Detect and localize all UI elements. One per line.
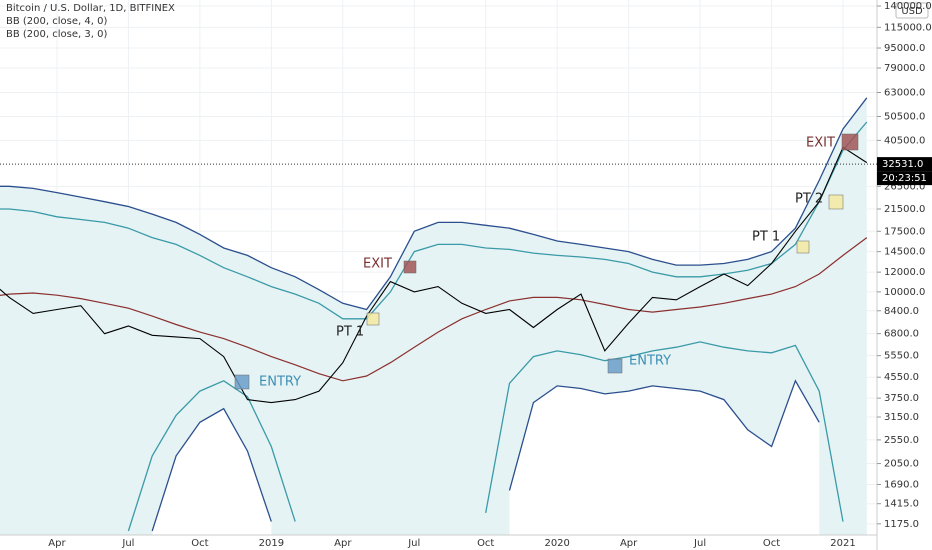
band-line bbox=[151, 379, 820, 532]
annotation: PT 1 bbox=[752, 230, 780, 245]
y-tick-label: 50500.0 bbox=[884, 111, 925, 122]
band-line bbox=[0, 97, 868, 311]
y-tick-label: 4550.0 bbox=[884, 372, 919, 383]
y-tick-label: 26500.0 bbox=[884, 181, 925, 192]
y-tick-label: 12000.0 bbox=[884, 267, 925, 278]
band-clear bbox=[509, 380, 820, 535]
signal-box bbox=[607, 358, 623, 374]
signal-box bbox=[796, 240, 810, 254]
currency-label: USD bbox=[901, 6, 923, 17]
annotation: PT 2 bbox=[795, 192, 823, 207]
x-tick-label: Oct bbox=[477, 538, 494, 549]
y-tick-label: 3150.0 bbox=[884, 412, 919, 423]
x-tick-label: Jul bbox=[407, 538, 420, 549]
annotation: ENTRY bbox=[629, 354, 671, 369]
annotation: PT 1 bbox=[336, 325, 364, 340]
currency-button[interactable] bbox=[895, 2, 929, 19]
y-tick-label: 3750.0 bbox=[884, 393, 919, 404]
signal-box bbox=[234, 374, 250, 390]
y-tick-label: 1690.0 bbox=[884, 479, 919, 490]
y-tick-label: 8400.0 bbox=[884, 306, 919, 317]
y-tick-label: 6800.0 bbox=[884, 329, 919, 340]
annotation: EXIT bbox=[806, 136, 835, 151]
y-tick-label: 95000.0 bbox=[884, 43, 925, 54]
x-tick-label: 2021 bbox=[830, 538, 855, 549]
y-tick-label: 14500.0 bbox=[884, 247, 925, 258]
x-tick-label: 2020 bbox=[544, 538, 569, 549]
legend-entry: BB (200, close, 3, 0) bbox=[6, 29, 107, 40]
countdown-box bbox=[877, 171, 932, 186]
x-tick-label: Apr bbox=[620, 538, 638, 549]
countdown-label: 20:23:51 bbox=[882, 173, 927, 184]
y-tick-label: 10000.0 bbox=[884, 287, 925, 298]
annotation: ENTRY bbox=[259, 375, 301, 390]
y-tick-label: 1415.0 bbox=[884, 499, 919, 510]
x-tick-label: Oct bbox=[763, 538, 780, 549]
x-tick-label: 2019 bbox=[259, 538, 284, 549]
last-price-box bbox=[877, 157, 932, 172]
band-line bbox=[0, 121, 868, 320]
signal-box bbox=[841, 133, 859, 151]
y-tick-label: 2050.0 bbox=[884, 459, 919, 470]
x-tick-label: Apr bbox=[334, 538, 352, 549]
y-tick-label: 5550.0 bbox=[884, 351, 919, 362]
y-tick-label: 17500.0 bbox=[884, 226, 925, 237]
y-tick-label: 140000.0 bbox=[884, 1, 932, 12]
y-tick-label: 2550.0 bbox=[884, 435, 919, 446]
price-line bbox=[0, 146, 868, 404]
x-tick-label: Oct bbox=[191, 538, 208, 549]
x-tick-label: Jul bbox=[121, 538, 134, 549]
band-line bbox=[127, 341, 844, 532]
legend-entry: BB (200, close, 4, 0) bbox=[6, 16, 107, 27]
x-tick-label: Jul bbox=[693, 538, 706, 549]
y-tick-label: 21500.0 bbox=[884, 204, 925, 215]
last-price-label: 32531.0 bbox=[882, 159, 923, 170]
signal-box bbox=[828, 194, 844, 210]
y-tick-label: 79000.0 bbox=[884, 63, 925, 74]
y-tick-label: 115000.0 bbox=[884, 22, 932, 33]
signal-box bbox=[366, 312, 380, 326]
plot bbox=[0, 0, 877, 535]
y-tick-label: 40500.0 bbox=[884, 135, 925, 146]
y-tick-label: 1175.0 bbox=[884, 519, 919, 530]
basis-line bbox=[0, 237, 868, 382]
y-tick-label: 63000.0 bbox=[884, 88, 925, 99]
band-clear bbox=[152, 408, 272, 535]
signal-box bbox=[403, 260, 417, 274]
x-tick-label: Apr bbox=[48, 538, 66, 549]
annotation: EXIT bbox=[363, 257, 392, 272]
chart-title: Bitcoin / U.S. Dollar, 1D, BITFINEX bbox=[6, 3, 175, 14]
